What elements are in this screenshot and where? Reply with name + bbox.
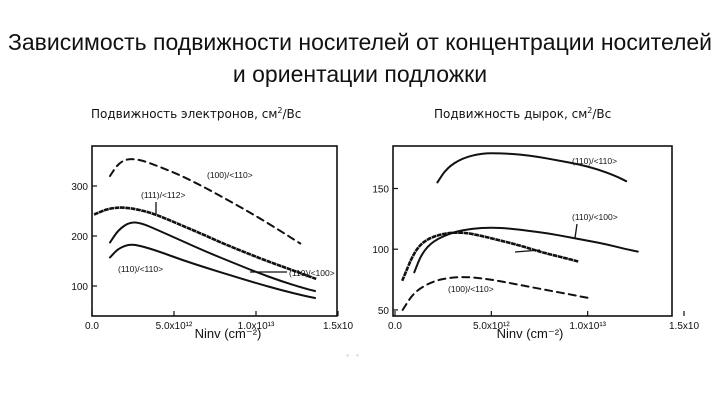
caption-left-unit-power: 2: [277, 106, 283, 115]
series-line-111-112: [93, 206, 317, 281]
x-tick-label: 0.0: [388, 321, 402, 332]
plot-frame: [91, 145, 338, 317]
caption-left-tail: /Вс: [282, 107, 302, 121]
x-tick-label: 1.0x10¹³: [569, 321, 606, 332]
y-tick-label: 100: [372, 245, 389, 256]
caption-right-text: Подвижность дырок, см: [434, 107, 588, 121]
x-tick-label: 0.0: [85, 321, 99, 332]
caption-right-unit-power: 2: [587, 106, 593, 115]
x-tick-label: 1.0x10¹³: [238, 321, 275, 332]
curve-annotation: (110)/<100>: [572, 212, 618, 222]
y-tick-label: 200: [71, 232, 88, 243]
y-tick-label: 100: [71, 282, 88, 293]
annotation-leader: [514, 249, 541, 253]
curve-annotation: (100)/<110>: [207, 170, 253, 180]
hole-mobility-caption: Подвижность дырок, см2/Вс: [434, 106, 611, 121]
electron-mobility-chart: 100 200 300 0.0 5.0x10¹² 1.0x10¹³ 1.5x10 Ninv (…: [71, 145, 353, 341]
y-tick-label: 150: [372, 185, 389, 196]
x-tick-label: 1.5x10: [669, 321, 699, 332]
series-line-unlabeled: [401, 231, 580, 282]
curve-annotation: (110)/<110>: [572, 156, 617, 166]
electron-mobility-caption: Подвижность электронов, см2/Вс: [91, 106, 301, 121]
caption-left-text: Подвижность электронов, см: [91, 107, 278, 121]
curve-annotation: (111)/<112>: [141, 190, 185, 200]
curve-annotation: (110)/<100>: [289, 268, 335, 278]
hole-mobility-chart: 50 100 150 0.0 5.0x10¹² 1.0x10¹³ 1.5x10 Ninv (c…: [372, 145, 699, 341]
series-line-110-110: [109, 243, 316, 299]
y-tick-label: 300: [71, 182, 88, 193]
series-line-110-100: [109, 221, 316, 292]
x-tick-label: 1.5x10: [323, 321, 353, 332]
curve-annotation: (100)/<110>: [448, 284, 494, 294]
series-line-110-100: [413, 226, 639, 274]
page-title: Зависимость подвижности носителей от кон…: [7, 29, 713, 87]
series-line-100-110: [401, 276, 589, 311]
series-line-110-110: [436, 152, 628, 184]
x-tick-label: 5.0x10¹²: [156, 321, 193, 332]
x-tick-label: 5.0x10¹²: [473, 321, 510, 332]
y-tick-label: 50: [378, 306, 390, 317]
plot-frame: [392, 145, 673, 317]
annotation-leader: [574, 223, 578, 239]
scan-artifact: ◦ ◦: [346, 350, 361, 360]
caption-right-tail: /Вс: [592, 107, 612, 121]
curve-annotation: (110)/<110>: [118, 264, 163, 274]
x-axis-label: Ninv (cm⁻²): [497, 326, 564, 341]
x-axis-label: Ninv (cm⁻²): [195, 326, 262, 341]
series-line-100-110: [109, 158, 302, 245]
